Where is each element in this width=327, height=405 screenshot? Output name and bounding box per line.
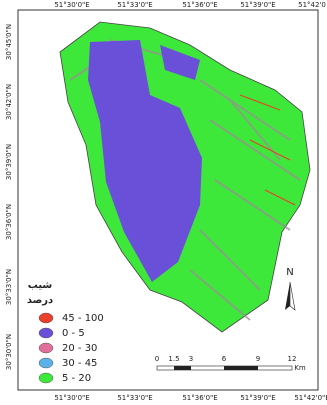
legend-title: شیب bbox=[28, 280, 53, 291]
legend-swatch bbox=[38, 327, 54, 339]
bottom-coord-label: 51°36'0"E bbox=[182, 394, 217, 402]
legend-label: 45 - 100 bbox=[62, 313, 104, 324]
left-coord-label: 30°45'0"N bbox=[5, 24, 13, 60]
scale-label: 6 bbox=[222, 355, 227, 363]
scale-bar bbox=[156, 365, 293, 371]
top-coord-label: 51°36'0"E bbox=[182, 1, 217, 9]
bottom-coord-label: 51°30'0"E bbox=[54, 394, 89, 402]
scale-label: 3 bbox=[189, 355, 193, 363]
scale-label: 9 bbox=[256, 355, 260, 363]
left-coord-label: 30°42'0"N bbox=[5, 84, 13, 120]
legend-swatch bbox=[38, 342, 54, 354]
legend-label: 30 - 45 bbox=[62, 358, 97, 369]
legend-subtitle: درصد bbox=[27, 295, 53, 306]
scale-label: 1.5 bbox=[168, 355, 179, 363]
legend-swatch bbox=[38, 312, 54, 324]
top-coord-label: 51°30'0"E bbox=[54, 1, 89, 9]
north-arrow: N bbox=[285, 267, 296, 311]
flat-area-2 bbox=[160, 45, 200, 80]
legend-label: 20 - 30 bbox=[62, 343, 97, 354]
legend-swatch bbox=[38, 372, 54, 384]
north-label: N bbox=[286, 267, 293, 278]
scale-unit: Km bbox=[294, 364, 306, 372]
bottom-coord-label: 51°39'0"E bbox=[240, 394, 275, 402]
scale-label: 12 bbox=[288, 355, 297, 363]
flat-area bbox=[88, 40, 202, 282]
left-coord-label: 30°33'0"N bbox=[5, 269, 13, 305]
steep-texture bbox=[239, 94, 296, 206]
bottom-coord-label: 51°33'0"E bbox=[117, 394, 152, 402]
left-coord-label: 30°36'0"N bbox=[5, 204, 13, 240]
bottom-coord-label: 51°42'0"E bbox=[294, 394, 327, 402]
left-coord-label: 30°39'0"N bbox=[5, 144, 13, 180]
top-coord-label: 51°42'0 bbox=[298, 1, 326, 9]
left-coord-label: 30°30'0"N bbox=[5, 334, 13, 370]
legend-label: 5 - 20 bbox=[62, 373, 91, 384]
legend-label: 0 - 5 bbox=[62, 328, 85, 339]
top-coord-label: 51°39'0"E bbox=[240, 1, 275, 9]
legend-swatch bbox=[38, 357, 54, 369]
top-coord-label: 51°33'0"E bbox=[117, 1, 152, 9]
scale-label: 0 bbox=[155, 355, 159, 363]
